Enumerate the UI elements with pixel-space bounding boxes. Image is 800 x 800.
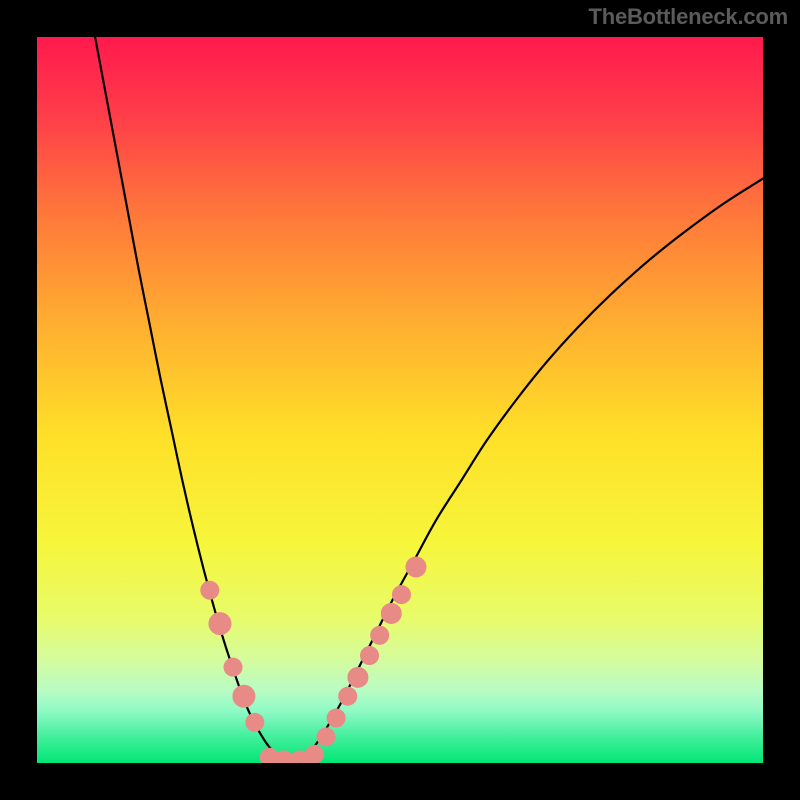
data-marker (381, 603, 401, 623)
data-marker (224, 658, 242, 676)
plot-area (37, 37, 763, 763)
data-marker (339, 687, 357, 705)
data-marker (246, 713, 264, 731)
data-marker (392, 586, 410, 604)
data-marker (406, 557, 426, 577)
data-marker (201, 581, 219, 599)
data-marker (371, 626, 389, 644)
data-marker (317, 728, 335, 746)
data-marker (233, 685, 255, 707)
watermark-label: TheBottleneck.com (588, 4, 788, 30)
data-marker (361, 647, 379, 665)
chart-frame: TheBottleneck.com (0, 0, 800, 800)
data-marker (209, 613, 231, 635)
data-marker (327, 709, 345, 727)
chart-svg (37, 37, 763, 763)
data-marker (348, 667, 368, 687)
data-marker (305, 745, 323, 763)
gradient-background (37, 37, 763, 763)
